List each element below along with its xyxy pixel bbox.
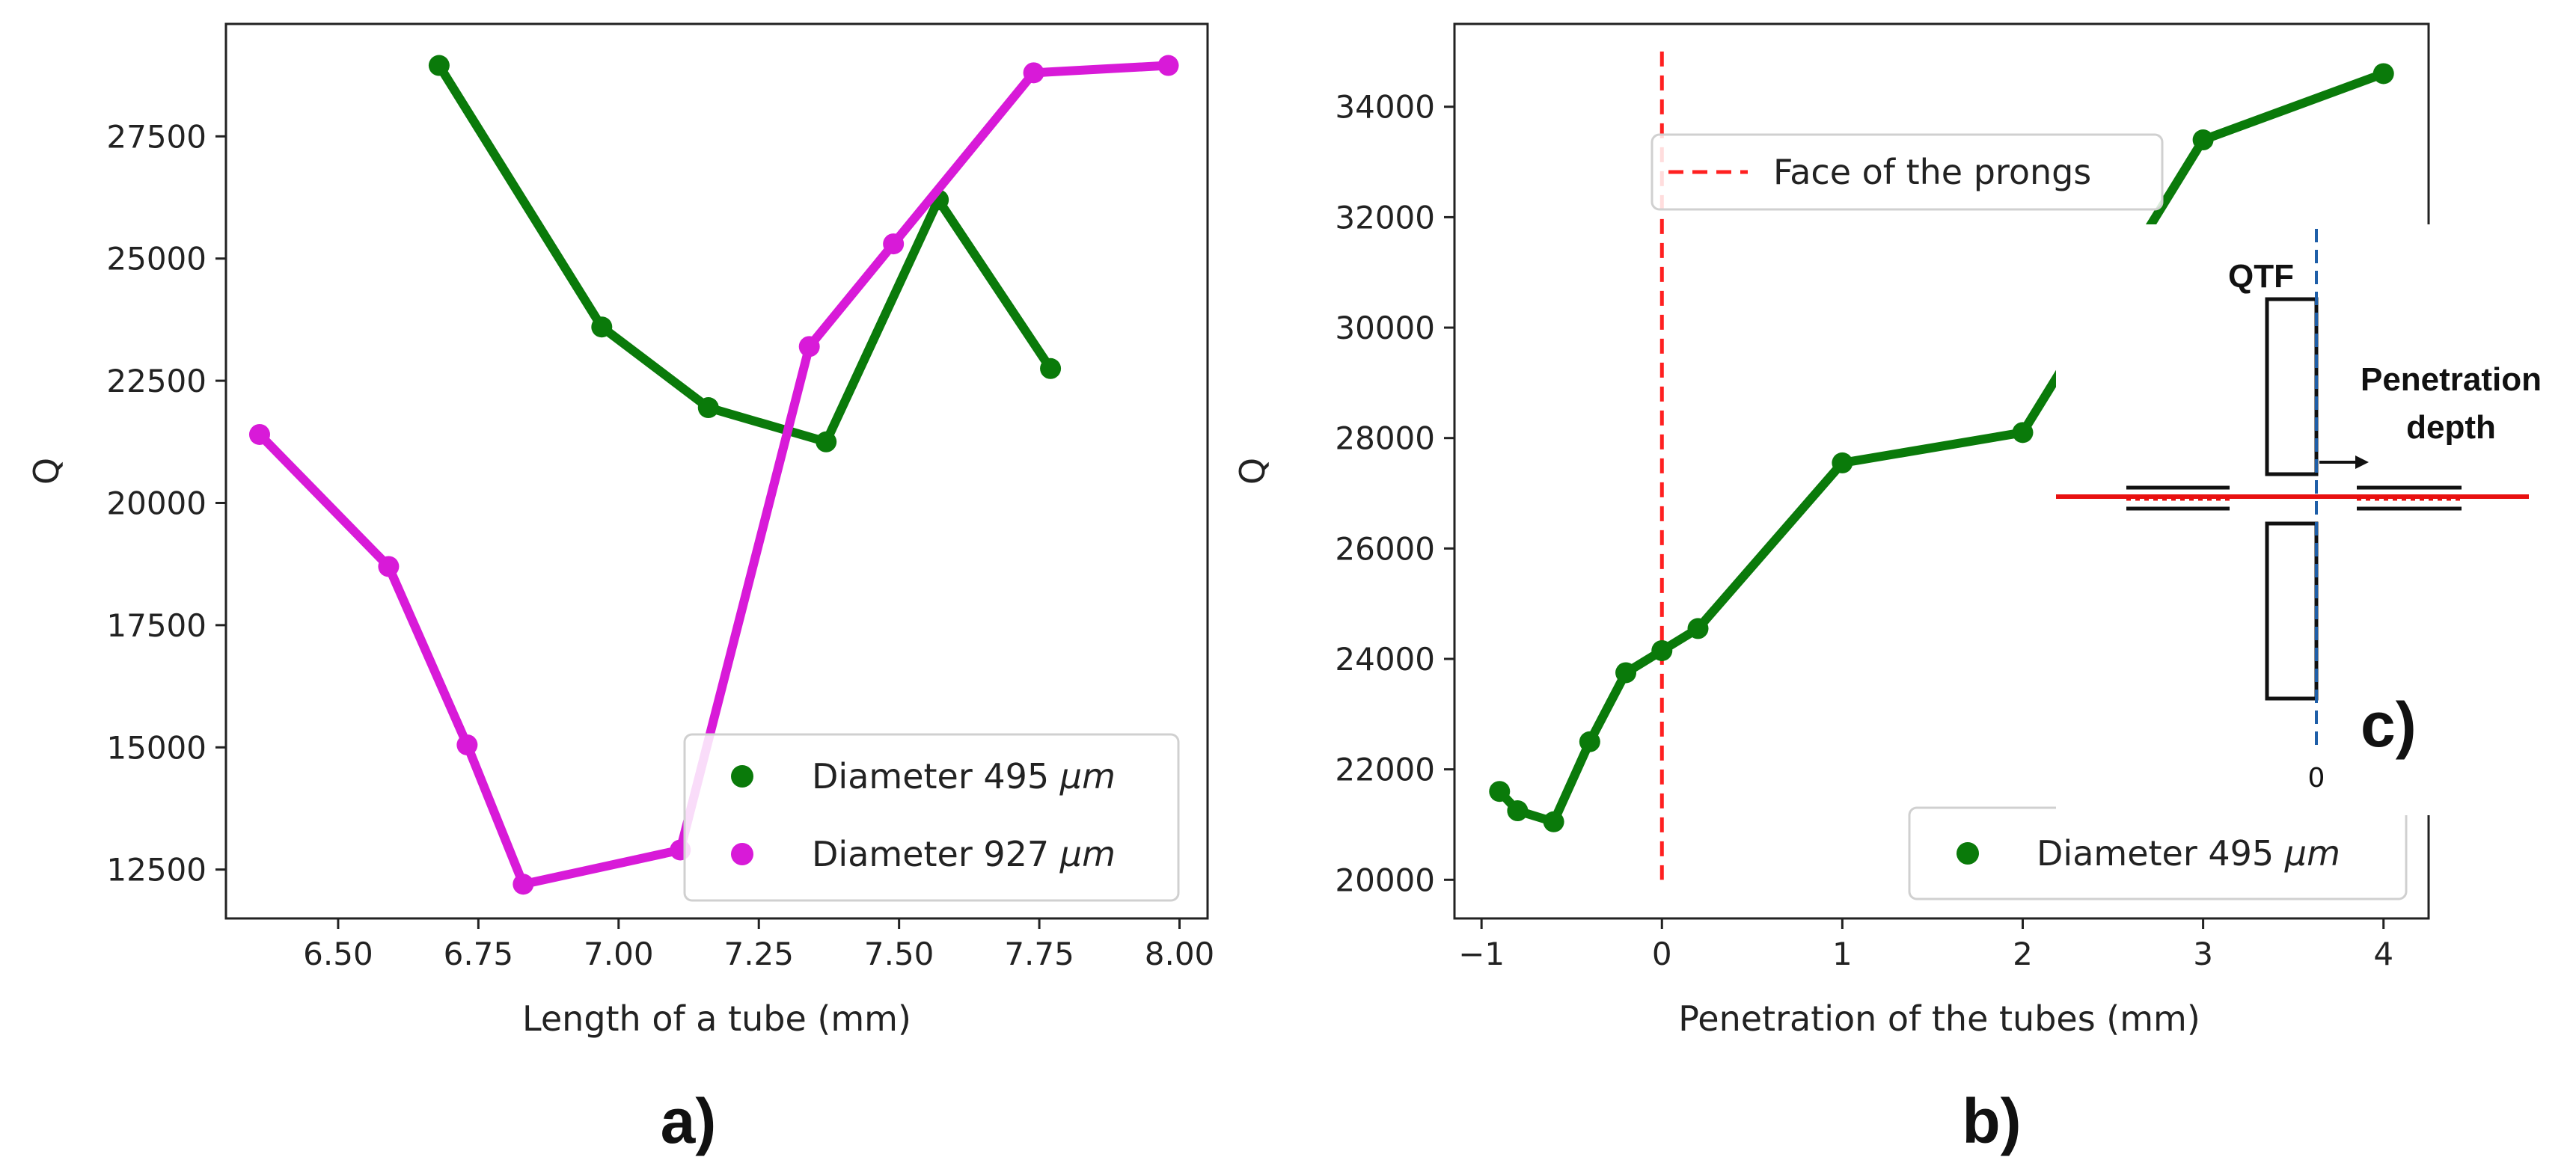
x-tick-label: 0	[1652, 936, 1672, 972]
data-point	[1507, 800, 1529, 822]
panel-b-legend-label-495: Diameter 495 μm	[2037, 833, 2340, 874]
y-tick-label: 28000	[1335, 420, 1435, 457]
panel-a-label: a)	[661, 1086, 717, 1156]
face-of-prongs-legend-label: Face of the prongs	[1773, 152, 2091, 192]
panel-b-legend-face: Face of the prongs	[1650, 133, 2164, 211]
panel-a-chart: 6.50 6.75 7.00 7.25 7.50 7.75 8.00 12500150001…	[26, 22, 1214, 1156]
penetration-arrow-icon	[2319, 455, 2369, 469]
data-point	[1489, 781, 1511, 803]
data-point	[697, 397, 719, 419]
data-point	[1832, 452, 1853, 473]
y-tick-label: 24000	[1335, 641, 1435, 678]
data-point	[1040, 357, 1062, 379]
qtf-prong-top	[2265, 297, 2319, 476]
panel-a-y-ticks: 12500 15000 17500 20000 22500 25000 27500	[106, 118, 226, 889]
y-tick-label: 25000	[106, 241, 206, 277]
panel-b-legend-series: Diameter 495 μm	[1908, 806, 2408, 900]
data-point	[816, 431, 837, 452]
x-tick-label: 7.75	[1004, 936, 1074, 972]
data-point	[2012, 422, 2034, 444]
y-tick-label: 12500	[106, 852, 206, 889]
tube-right	[2357, 485, 2462, 511]
panel-a-x-axis-label: Length of a tube (mm)	[522, 998, 911, 1039]
x-tick-label: 7.00	[584, 936, 654, 972]
y-tick-label: 32000	[1335, 199, 1435, 236]
data-point	[2192, 129, 2214, 151]
tube-left	[2126, 485, 2230, 511]
data-point	[883, 233, 905, 255]
inset-zero-label: 0	[2308, 763, 2325, 794]
x-tick-label: 2	[2013, 936, 2033, 972]
data-point	[456, 734, 478, 755]
series-line	[434, 61, 1056, 446]
data-point	[1687, 618, 1709, 639]
y-tick-label: 30000	[1335, 310, 1435, 346]
x-tick-label: 8.00	[1145, 936, 1215, 972]
y-tick-label: 20000	[1335, 862, 1435, 898]
data-point	[1543, 811, 1564, 832]
x-tick-label: 4	[2373, 936, 2393, 972]
panel-b-y-axis-label: Q	[1232, 458, 1273, 485]
data-point	[591, 316, 613, 338]
panel-b-y-ticks: 20000 22000 24000 26000 28000 30000 32000 34000	[1335, 89, 1454, 898]
panel-a-plot-frame	[224, 22, 1209, 920]
panel-b-legend-marker-495	[1957, 842, 1979, 865]
panel-a-legend-marker-495	[731, 765, 753, 788]
data-point	[1651, 639, 1673, 661]
inset-qtf-label: QTF	[2228, 258, 2294, 295]
data-point	[1157, 55, 1179, 76]
panel-a-x-ticks: 6.50 6.75 7.00 7.25 7.50 7.75 8.00	[303, 918, 1214, 972]
panel-b-x-ticks: −1 0 1 2 3 4	[1458, 918, 2393, 972]
panel-a-legend: Diameter 495 μm Diameter 927 μm	[683, 733, 1180, 902]
y-tick-label: 20000	[106, 485, 206, 521]
panel-b-label: b)	[1962, 1086, 2021, 1156]
y-tick-label: 27500	[106, 118, 206, 155]
qtf-prong-bottom	[2265, 521, 2319, 701]
data-point	[428, 55, 450, 76]
data-point	[1615, 662, 1637, 684]
inset-c-schematic: QTF Penetration depth 0 c)	[2056, 224, 2576, 815]
y-tick-label: 22000	[1335, 752, 1435, 788]
x-tick-label: 7.50	[864, 936, 934, 972]
x-tick-label: 7.25	[723, 936, 794, 972]
x-tick-label: 6.75	[444, 936, 514, 972]
panel-a-legend-marker-927	[731, 843, 753, 865]
x-tick-label: −1	[1458, 936, 1505, 972]
x-tick-label: 6.50	[303, 936, 373, 972]
data-point	[513, 874, 534, 895]
y-tick-label: 15000	[106, 729, 206, 766]
x-tick-label: 1	[1832, 936, 1853, 972]
data-point	[248, 423, 270, 445]
data-point	[378, 556, 400, 577]
panel-a-y-axis-label: Q	[26, 458, 67, 485]
panel-a-legend-label-495: Diameter 495 μm	[812, 756, 1116, 797]
inset-penetration-label: Penetration	[2361, 361, 2542, 398]
panel-b-x-axis-label: Penetration of the tubes (mm)	[1678, 998, 2200, 1039]
data-point	[1023, 62, 1044, 84]
y-tick-label: 26000	[1335, 530, 1435, 567]
inset-c-label: c)	[2361, 690, 2417, 760]
y-tick-label: 34000	[1335, 89, 1435, 126]
inset-depth-label: depth	[2406, 409, 2496, 446]
y-tick-label: 17500	[106, 607, 206, 644]
x-tick-label: 3	[2193, 936, 2213, 972]
data-point	[2372, 63, 2394, 85]
data-point	[798, 336, 820, 357]
panel-a-legend-label-927: Diameter 927 μm	[812, 834, 1116, 874]
y-tick-label: 22500	[106, 363, 206, 399]
data-point	[1579, 731, 1600, 752]
panel-b-chart: −1 0 1 2 3 4 20000 22000 24000 26000 28000 30000 32…	[1232, 22, 2430, 1156]
panel-a-series	[248, 55, 1179, 895]
